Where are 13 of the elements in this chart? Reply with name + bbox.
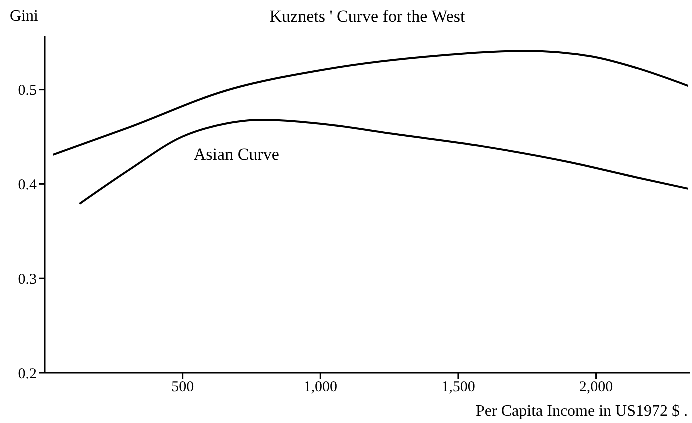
x-tick-label: 2,000: [579, 380, 614, 396]
x-axis-title: Per Capita Income in US1972 $ .: [476, 403, 688, 421]
y-tick-label: 0.5: [18, 83, 37, 100]
y-axis-title: Gini: [10, 8, 38, 26]
y-tick-label: 0.2: [18, 366, 37, 382]
series-label: Kuznets ' Curve for the West: [270, 7, 466, 26]
line-series: [78, 119, 690, 206]
x-tick-label: 500: [172, 380, 194, 396]
x-tick-label: 1,500: [442, 380, 476, 396]
series-label: Asian Curve: [194, 145, 280, 164]
y-tick-label: 0.3: [18, 272, 37, 288]
y-tick-label: 0.4: [18, 178, 38, 194]
x-tick-label: 1,000: [304, 380, 338, 396]
